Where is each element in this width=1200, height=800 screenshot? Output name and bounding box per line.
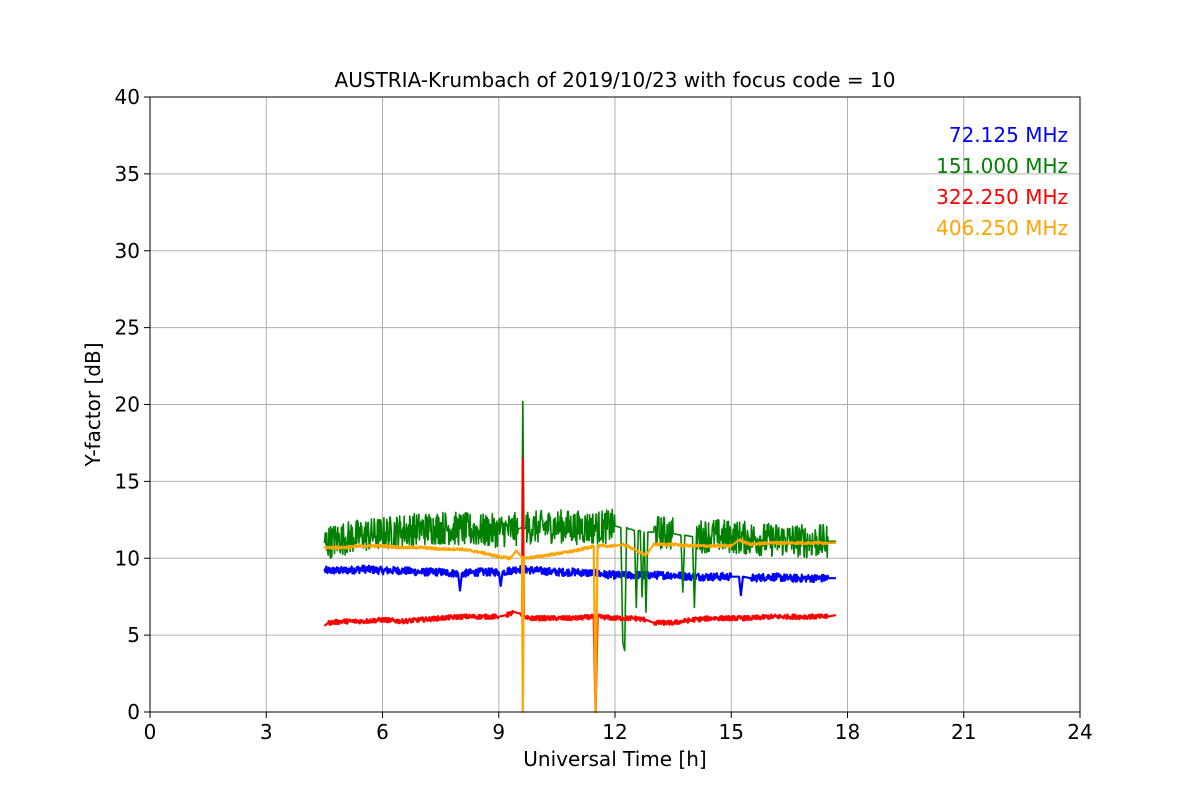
x-tick-label: 18: [835, 720, 860, 744]
x-tick-label: 15: [719, 720, 744, 744]
legend: 72.125 MHz 151.000 MHz 322.250 MHz 406.250 …: [936, 123, 1068, 240]
y-tick-label: 15: [115, 469, 140, 493]
x-tick-label: 3: [260, 720, 273, 744]
legend-entry: 406.250 MHz: [936, 216, 1068, 240]
x-tick-label: 24: [1067, 720, 1092, 744]
y-tick-label: 10: [115, 546, 140, 570]
series-line: [323, 400, 836, 652]
legend-entry: 72.125 MHz: [949, 123, 1068, 147]
y-tick-label: 40: [115, 85, 140, 109]
series-line: [323, 564, 836, 597]
x-tick-label: 12: [602, 720, 627, 744]
y-tick-label: 20: [115, 393, 140, 417]
y-tick-label: 25: [115, 316, 140, 340]
legend-entry: 151.000 MHz: [936, 154, 1068, 178]
y-tick-label: 35: [115, 162, 140, 186]
y-axis-title: Y-factor [dB]: [81, 342, 105, 467]
y-tick-label: 5: [127, 623, 140, 647]
y-tick-label: 0: [127, 700, 140, 724]
x-tick-label: 21: [951, 720, 976, 744]
legend-entry: 322.250 MHz: [936, 185, 1068, 209]
ticks: 0 3 6 9 12 15 18 21 24 0 5 10 15 20 25 30 35 40: [115, 85, 1093, 744]
y-tick-label: 30: [115, 239, 140, 263]
x-tick-label: 0: [144, 720, 157, 744]
x-axis-title: Universal Time [h]: [523, 747, 706, 771]
series-line: [323, 538, 836, 714]
chart-title: AUSTRIA-Krumbach of 2019/10/23 with focu…: [335, 68, 896, 92]
x-tick-label: 9: [492, 720, 505, 744]
series-line: [323, 457, 837, 714]
plot-series: [323, 400, 837, 714]
x-tick-label: 6: [376, 720, 389, 744]
